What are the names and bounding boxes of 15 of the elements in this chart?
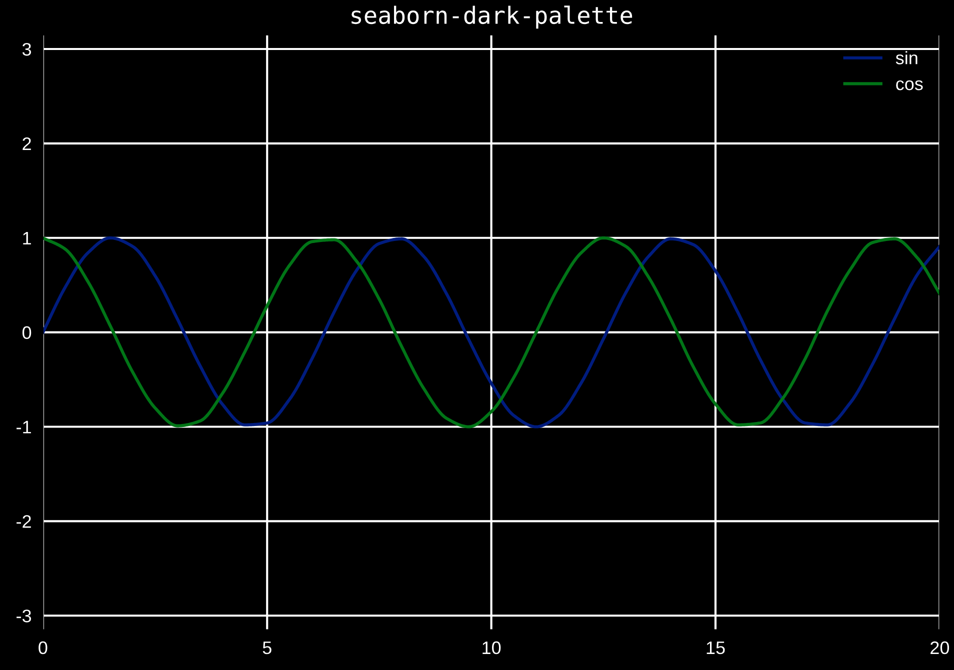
- chart-title: seaborn-dark-palette: [352, 6, 632, 29]
- x-tick-label: 15: [706, 642, 725, 654]
- y-tick-label: 0: [22, 326, 32, 340]
- legend-label: sin: [896, 51, 918, 64]
- y-tick-label: -3: [16, 610, 32, 622]
- x-tick-label: 5: [262, 642, 272, 654]
- x-tick-label: 20: [930, 641, 950, 654]
- y-tick-label: 1: [23, 232, 31, 244]
- y-tick-label: -1: [16, 420, 31, 434]
- x-tick-label: 0: [38, 641, 48, 654]
- x-tick-label: 10: [482, 641, 501, 654]
- y-tick-label: 3: [22, 42, 32, 56]
- y-tick-label: 2: [22, 137, 31, 150]
- y-tick-label: -2: [16, 515, 31, 528]
- legend-label: cos: [896, 80, 923, 90]
